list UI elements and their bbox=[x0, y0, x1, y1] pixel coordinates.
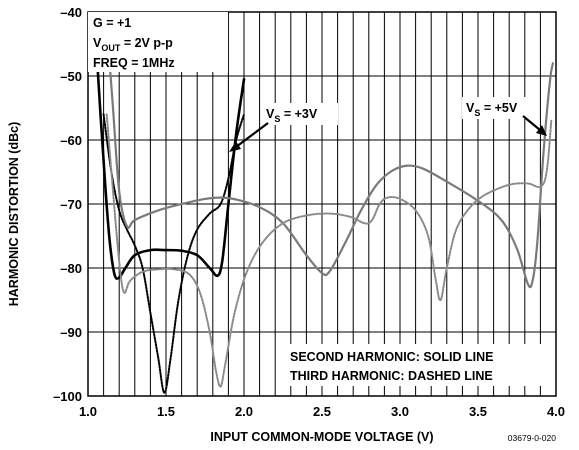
x-tick-label: 3.5 bbox=[469, 404, 487, 419]
x-tick-label: 2.0 bbox=[235, 404, 253, 419]
vs3-arrow-head bbox=[229, 141, 241, 152]
y-tick-labels: –40 –50 –60 –70 –80 –90 –100 bbox=[53, 5, 82, 404]
series-vs5_second bbox=[105, 23, 554, 289]
vs5-arrow-line bbox=[522, 115, 541, 131]
x-tick-label: 3.0 bbox=[391, 404, 409, 419]
series-vs3_third bbox=[102, 113, 245, 394]
vs5-label-bg bbox=[462, 97, 538, 119]
y-tick-label: –80 bbox=[60, 261, 82, 276]
condition-gain: G = +1 bbox=[93, 16, 131, 30]
x-tick-label: 1.0 bbox=[79, 404, 97, 419]
condition-vout: VOUT = 2V p-p bbox=[93, 36, 173, 53]
legend-box bbox=[286, 344, 554, 386]
y-tick-label: –70 bbox=[60, 197, 82, 212]
x-axis-label: INPUT COMMON-MODE VOLTAGE (V) bbox=[210, 430, 433, 444]
grid-lines bbox=[88, 12, 556, 396]
series-vs3_second bbox=[94, 36, 246, 280]
legend-third-harmonic: THIRD HARMONIC: DASHED LINE bbox=[290, 369, 493, 383]
y-tick-label: –100 bbox=[53, 389, 82, 404]
vs3-arrow-line bbox=[235, 122, 269, 148]
y-tick-label: –90 bbox=[60, 325, 82, 340]
vs5-label: VS = +5V bbox=[466, 101, 518, 118]
conditions-box bbox=[88, 12, 228, 72]
series-vs5_third bbox=[105, 113, 553, 388]
y-tick-label: –40 bbox=[60, 5, 82, 20]
y-axis-label: HARMONIC DISTORTION (dBc) bbox=[7, 122, 21, 307]
x-tick-label: 4.0 bbox=[547, 404, 565, 419]
y-tick-label: –60 bbox=[60, 133, 82, 148]
x-tick-labels: 1.0 1.5 2.0 2.5 3.0 3.5 4.0 bbox=[79, 404, 565, 419]
condition-freq: FREQ = 1MHz bbox=[93, 56, 175, 70]
vs3-label: VS = +3V bbox=[266, 107, 318, 124]
y-tick-label: –50 bbox=[60, 69, 82, 84]
legend-second-harmonic: SECOND HARMONIC: SOLID LINE bbox=[290, 350, 493, 364]
series-layer bbox=[94, 23, 554, 394]
vs3-label-bg bbox=[262, 103, 338, 125]
figure-id: 03679-0-020 bbox=[508, 433, 556, 443]
x-tick-label: 2.5 bbox=[313, 404, 331, 419]
vs5-arrow-head bbox=[536, 125, 547, 136]
x-tick-label: 1.5 bbox=[157, 404, 175, 419]
plot-frame bbox=[87, 11, 557, 397]
